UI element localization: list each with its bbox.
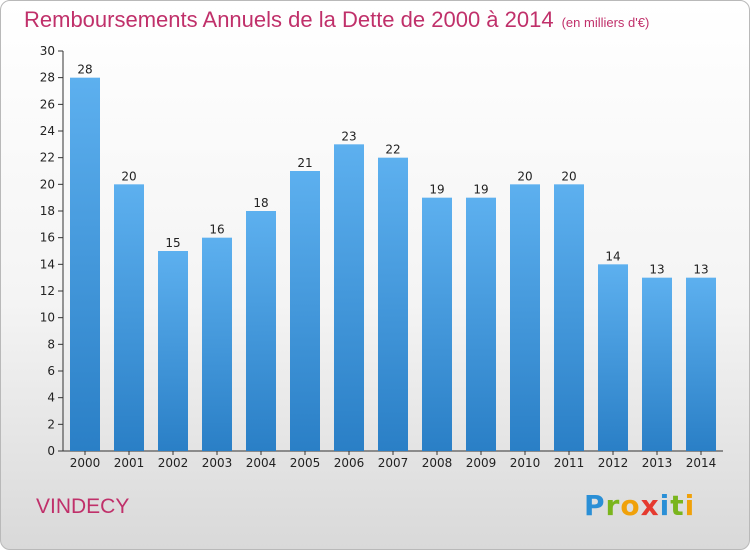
y-tick-label: 18 — [40, 204, 55, 218]
data-label: 22 — [385, 143, 400, 157]
data-label: 20 — [517, 169, 532, 183]
x-tick-label: 2000 — [70, 456, 101, 470]
y-tick-label: 12 — [40, 284, 55, 298]
y-tick-label: 28 — [40, 71, 55, 85]
data-label: 20 — [561, 169, 576, 183]
x-tick-label: 2011 — [554, 456, 585, 470]
x-tick-label: 2002 — [158, 456, 189, 470]
bar — [510, 184, 540, 452]
place-name: VINDECY — [36, 495, 130, 518]
bar — [422, 197, 452, 451]
data-label: 18 — [253, 196, 268, 210]
bar — [598, 264, 628, 451]
x-tick-label: 2013 — [642, 456, 673, 470]
x-tick-label: 2003 — [202, 456, 233, 470]
y-tick-label: 30 — [40, 44, 55, 58]
y-tick-label: 24 — [40, 124, 55, 138]
bar — [158, 251, 188, 451]
proxiti-logo: Proxiti — [584, 489, 696, 522]
data-label: 15 — [165, 236, 180, 250]
y-tick-label: 8 — [47, 337, 55, 351]
bar — [554, 184, 584, 452]
bar — [114, 184, 144, 452]
data-label: 13 — [649, 263, 664, 277]
data-label: 23 — [341, 129, 356, 143]
bar — [642, 277, 672, 451]
data-label: 14 — [605, 249, 620, 263]
bar — [246, 211, 276, 451]
data-label: 16 — [209, 223, 224, 237]
bar — [70, 77, 100, 452]
x-tick-label: 2001 — [114, 456, 145, 470]
bar — [202, 237, 232, 451]
data-label: 21 — [297, 156, 312, 170]
x-tick-label: 2014 — [686, 456, 717, 470]
x-tick-label: 2009 — [466, 456, 497, 470]
data-label: 19 — [429, 183, 444, 197]
data-label: 20 — [121, 169, 136, 183]
x-tick-label: 2010 — [510, 456, 541, 470]
x-tick-label: 2005 — [290, 456, 321, 470]
y-tick-label: 22 — [40, 151, 55, 165]
bar — [466, 197, 496, 451]
bar — [334, 144, 364, 452]
data-label: 13 — [693, 263, 708, 277]
y-tick-label: 2 — [47, 417, 55, 431]
x-tick-label: 2004 — [246, 456, 277, 470]
bar — [686, 277, 716, 451]
chart-title-text: Remboursements Annuels de la Dette de 20… — [24, 7, 554, 32]
y-tick-label: 0 — [47, 444, 55, 458]
x-tick-label: 2012 — [598, 456, 629, 470]
data-label: 28 — [77, 63, 92, 77]
y-tick-label: 16 — [40, 231, 55, 245]
x-tick-label: 2006 — [334, 456, 365, 470]
y-tick-label: 6 — [47, 364, 55, 378]
y-tick-label: 10 — [40, 311, 55, 325]
x-tick-label: 2008 — [422, 456, 453, 470]
bar — [290, 171, 320, 451]
chart-unit: (en milliers d'€) — [561, 15, 650, 30]
x-tick-label: 2007 — [378, 456, 409, 470]
y-tick-label: 14 — [40, 257, 55, 271]
y-tick-label: 20 — [40, 177, 55, 191]
y-tick-label: 26 — [40, 97, 55, 111]
y-tick-label: 4 — [47, 391, 55, 405]
data-label: 19 — [473, 183, 488, 197]
chart-title: Remboursements Annuels de la Dette de 20… — [24, 7, 649, 33]
bar — [378, 157, 408, 451]
